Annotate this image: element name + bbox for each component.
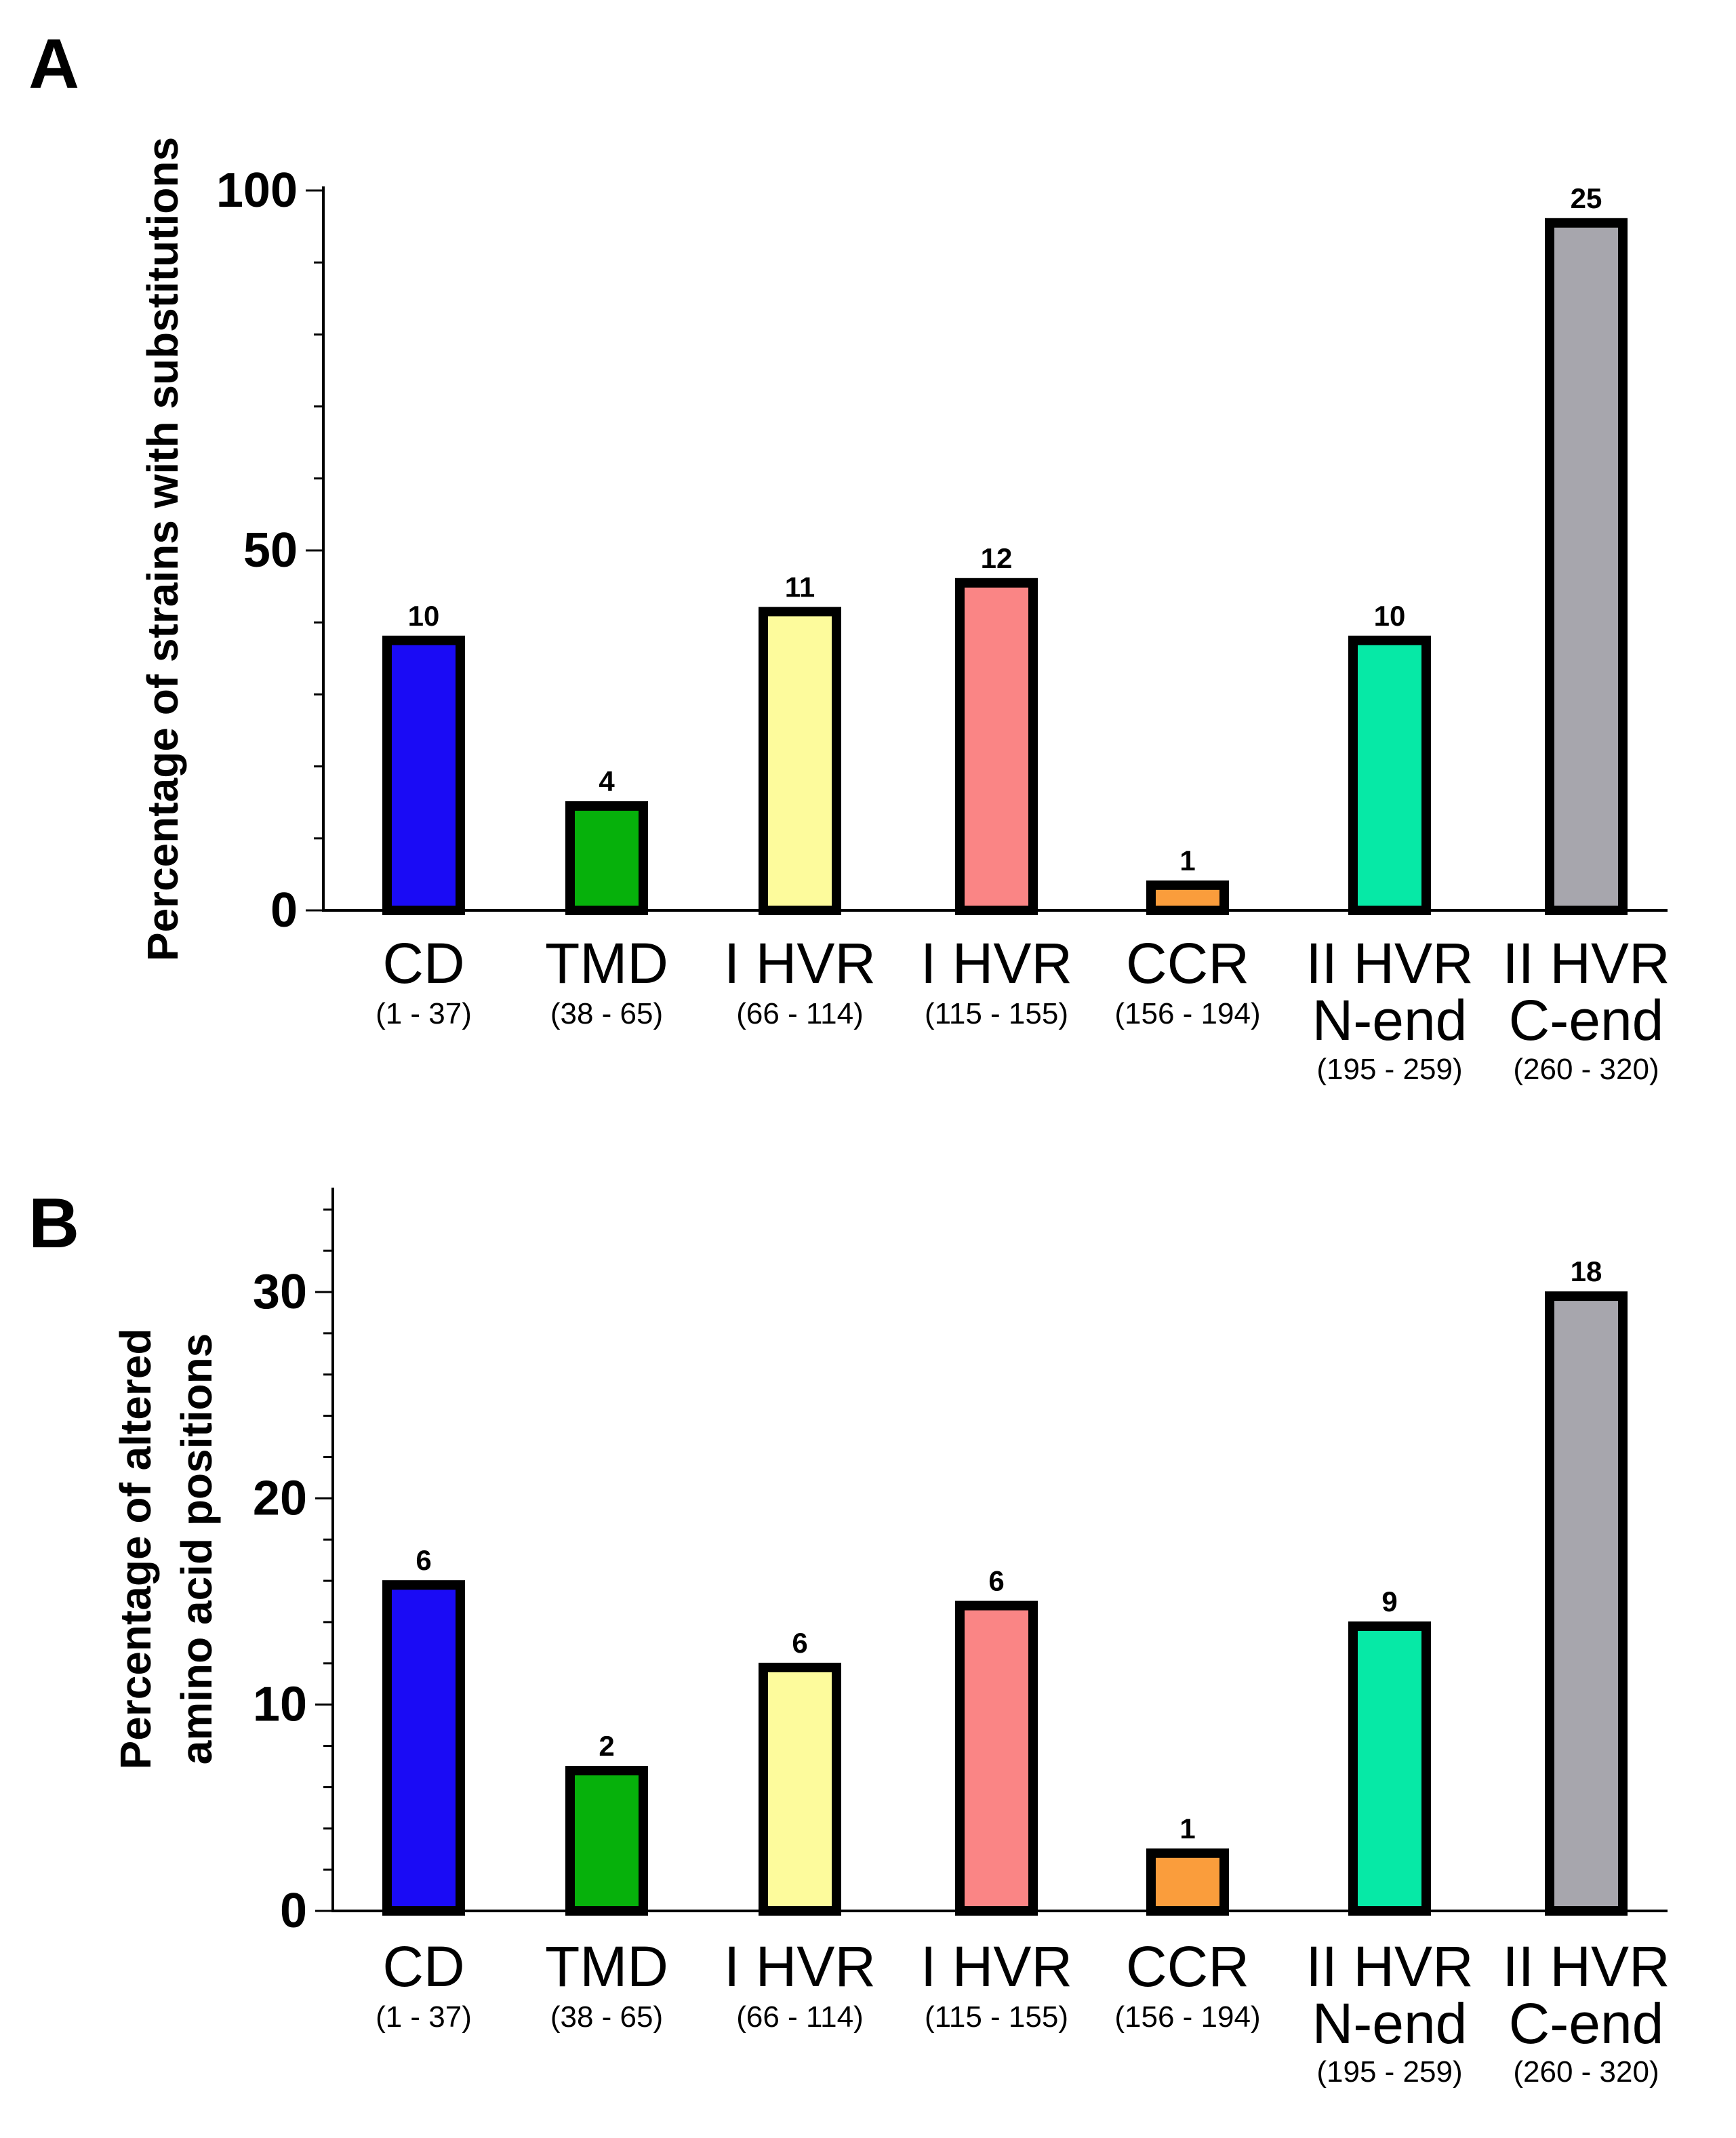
panel-b-bar [759, 1662, 841, 1916]
panel-a-category-label: CD [382, 931, 464, 995]
panel-a: A Percentage of strains with substitutio… [28, 25, 1670, 1086]
panel-b-category-label: N-end [1312, 1992, 1468, 2055]
panel-a-bar [565, 801, 648, 916]
panel-a-y-tick-label: 100 [216, 163, 298, 218]
panel-b-category-label: CD [382, 1935, 464, 1998]
panel-b-data-label: 6 [988, 1565, 1004, 1597]
panel-a-category-label: TMD [545, 931, 668, 995]
panel-a-category-range: (260 - 320) [1513, 1053, 1659, 1086]
panel-b-bar [565, 1766, 648, 1916]
panel-a-data-label: 12 [981, 542, 1013, 574]
panel-b-category-range: (115 - 155) [925, 2000, 1068, 2034]
panel-b-y-tick-label: 10 [253, 1678, 307, 1732]
panel-b-data-label: 2 [599, 1730, 614, 1762]
panel-b-data-label: 18 [1571, 1255, 1602, 1287]
panel-b-category-range: (66 - 114) [736, 2000, 864, 2034]
panel-a-data-label: 1 [1179, 845, 1195, 876]
panel-b-category-range: (156 - 194) [1114, 2000, 1260, 2034]
panel-a-category-label: II HVR [1306, 931, 1473, 995]
panel-b-data-label: 9 [1381, 1586, 1397, 1617]
panel-b-category-label: C-end [1509, 1992, 1664, 2055]
panel-a-bar [955, 578, 1038, 915]
panel-a-category-label: C-end [1509, 988, 1664, 1052]
panel-a-category-label: N-end [1312, 988, 1468, 1052]
panel-b: B Percentage of altered amino acid posit… [28, 1184, 1670, 2089]
panel-b-letter: B [28, 1184, 79, 1263]
panel-b-bar [955, 1600, 1038, 1916]
panel-b-category-range: (38 - 65) [550, 2000, 663, 2034]
panel-a-y-tick-label: 0 [270, 883, 298, 937]
panel-b-category-label: CCR [1126, 1935, 1249, 1998]
panel-a-category-range: (156 - 194) [1114, 997, 1260, 1030]
panel-a-category-range: (195 - 259) [1316, 1053, 1462, 1086]
panel-a-data-label: 25 [1571, 182, 1602, 214]
panel-b-y-tick-label: 0 [280, 1884, 307, 1938]
panel-a-category-label: I HVR [724, 931, 876, 995]
panel-b-category-range: (195 - 259) [1316, 2055, 1462, 2089]
panel-a-data-label: 11 [785, 571, 815, 603]
panel-a-category-label: I HVR [921, 931, 1072, 995]
panel-b-y-tick-label: 30 [253, 1265, 307, 1319]
panel-a-category-label: II HVR [1502, 931, 1670, 995]
panel-a-bar [1545, 218, 1628, 916]
panel-b-category-label: I HVR [921, 1935, 1072, 1998]
panel-b-bar [1545, 1291, 1628, 1916]
panel-a-category-label: CCR [1126, 931, 1249, 995]
panel-b-category-label: II HVR [1502, 1935, 1670, 1998]
panel-b-bar [1348, 1621, 1431, 1916]
panel-b-bar [382, 1580, 465, 1916]
panel-a-category-range: (38 - 65) [550, 997, 663, 1030]
panel-b-category-label: II HVR [1306, 1935, 1473, 1998]
panel-b-y-axis-title-line-2: amino acid positions [172, 1333, 221, 1765]
panel-a-category-range: (1 - 37) [376, 997, 472, 1030]
panel-b-y-axis-title-line-1: Percentage of altered [111, 1329, 160, 1770]
panel-a-bar [759, 607, 841, 916]
panel-a-bar [382, 635, 465, 915]
panel-a-data-label: 10 [1374, 600, 1406, 632]
panel-b-category-range: (260 - 320) [1513, 2055, 1659, 2089]
panel-a-category-range: (115 - 155) [925, 997, 1068, 1030]
panel-b-data-label: 6 [792, 1627, 807, 1659]
panel-a-bar [1146, 880, 1229, 915]
panel-a-y-axis-title: Percentage of strains with substitutions [138, 137, 187, 961]
panel-b-category-range: (1 - 37) [376, 2000, 472, 2034]
panel-a-y-tick-label: 50 [243, 523, 298, 578]
panel-b-y-tick-label: 20 [253, 1471, 307, 1525]
panel-a-letter: A [28, 25, 79, 104]
panel-b-bar [1146, 1848, 1229, 1916]
panel-a-data-label: 10 [408, 600, 440, 632]
panel-b-category-label: I HVR [724, 1935, 876, 1998]
panel-a-category-range: (66 - 114) [736, 997, 864, 1030]
panel-a-bar [1348, 635, 1431, 915]
panel-b-data-label: 6 [416, 1544, 431, 1576]
panel-b-data-label: 1 [1179, 1813, 1195, 1844]
panel-b-category-label: TMD [545, 1935, 668, 1998]
panel-a-data-label: 4 [599, 765, 615, 797]
